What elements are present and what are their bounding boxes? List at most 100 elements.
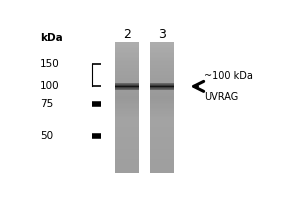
Bar xyxy=(115,108,139,109)
Bar xyxy=(115,119,139,121)
Bar xyxy=(150,109,174,111)
Bar xyxy=(115,168,139,170)
Bar xyxy=(150,88,174,89)
Bar xyxy=(115,45,139,47)
Bar xyxy=(115,150,139,152)
Bar xyxy=(150,80,174,81)
Text: 150: 150 xyxy=(40,59,60,69)
Bar xyxy=(150,117,174,119)
Bar xyxy=(115,91,139,93)
Bar xyxy=(150,168,174,170)
Bar xyxy=(115,99,139,101)
Text: 3: 3 xyxy=(158,28,166,41)
Bar xyxy=(115,170,139,172)
Bar xyxy=(150,70,174,71)
Bar xyxy=(115,132,139,134)
Bar xyxy=(150,127,174,129)
Bar xyxy=(150,61,174,63)
Bar xyxy=(150,45,174,47)
Bar xyxy=(115,157,139,159)
Bar xyxy=(115,140,139,142)
Bar xyxy=(115,94,139,96)
Bar xyxy=(115,126,139,127)
Bar xyxy=(115,98,139,99)
Bar xyxy=(150,132,174,134)
Bar xyxy=(115,43,139,45)
Bar xyxy=(115,116,139,117)
Bar xyxy=(115,109,139,111)
Bar xyxy=(115,103,139,104)
Bar xyxy=(150,57,174,58)
Text: kDa: kDa xyxy=(40,33,63,43)
Bar xyxy=(115,50,139,52)
Bar xyxy=(150,134,174,136)
Bar xyxy=(150,111,174,112)
Bar xyxy=(150,53,174,55)
Bar xyxy=(115,165,139,167)
Bar xyxy=(150,154,174,155)
Bar xyxy=(150,140,174,142)
Bar xyxy=(150,136,174,137)
Bar xyxy=(150,131,174,132)
Bar xyxy=(150,47,174,48)
Bar xyxy=(115,159,139,160)
Bar xyxy=(115,144,139,145)
Bar xyxy=(115,124,139,126)
Bar xyxy=(115,57,139,58)
Bar xyxy=(150,76,174,78)
Bar xyxy=(115,80,139,81)
Bar xyxy=(150,96,174,98)
Text: 50: 50 xyxy=(40,131,53,141)
Bar xyxy=(150,167,174,168)
Bar xyxy=(115,60,139,61)
Bar xyxy=(150,43,174,45)
Bar xyxy=(115,121,139,122)
Bar xyxy=(142,83,146,90)
Bar xyxy=(150,129,174,131)
Bar xyxy=(115,55,139,57)
Bar xyxy=(115,73,139,75)
Bar xyxy=(142,42,146,173)
Bar xyxy=(115,114,139,116)
Bar xyxy=(150,94,174,96)
Bar xyxy=(150,116,174,117)
Bar xyxy=(150,122,174,124)
Bar xyxy=(150,75,174,76)
Bar xyxy=(115,136,139,137)
Bar xyxy=(150,150,174,152)
Bar xyxy=(115,127,139,129)
Bar xyxy=(150,106,174,108)
Bar xyxy=(150,101,174,103)
Bar xyxy=(150,83,174,85)
Bar xyxy=(115,137,139,139)
Bar xyxy=(115,112,139,114)
Bar xyxy=(115,164,139,165)
Bar xyxy=(115,86,139,88)
Bar xyxy=(115,89,139,91)
Bar xyxy=(150,164,174,165)
Bar xyxy=(115,78,139,80)
Bar xyxy=(150,172,174,173)
Bar xyxy=(115,52,139,53)
Bar xyxy=(150,142,174,144)
Bar xyxy=(115,154,139,155)
Bar xyxy=(150,159,174,160)
Bar xyxy=(150,86,174,88)
Bar xyxy=(150,50,174,52)
Bar xyxy=(115,122,139,124)
Bar xyxy=(115,76,139,78)
Bar xyxy=(150,145,174,147)
Bar xyxy=(115,106,139,108)
Bar xyxy=(150,93,174,94)
Bar xyxy=(115,47,139,48)
Bar xyxy=(150,112,174,114)
Bar xyxy=(115,48,139,50)
Bar xyxy=(150,124,174,126)
Bar xyxy=(150,68,174,70)
Bar xyxy=(150,162,174,164)
Bar xyxy=(115,93,139,94)
Bar xyxy=(115,66,139,68)
Bar xyxy=(115,145,139,147)
Bar xyxy=(115,152,139,154)
Bar xyxy=(150,63,174,65)
